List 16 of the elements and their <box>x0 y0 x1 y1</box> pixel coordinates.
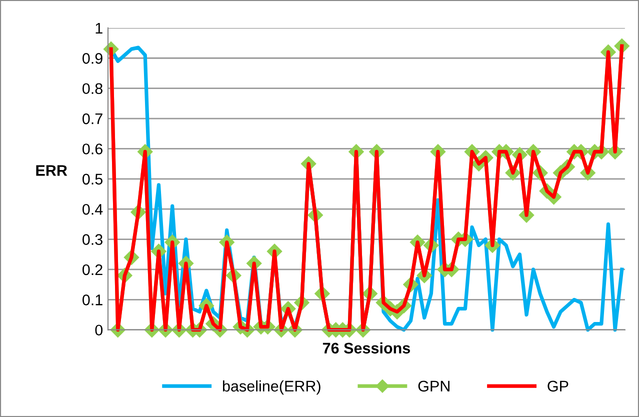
y-tick-label: 0.4 <box>82 204 103 215</box>
legend-label: GPN <box>418 380 450 392</box>
y-tick-label: 0.6 <box>82 144 102 154</box>
y-tick-label: 0.7 <box>82 113 102 124</box>
y-tick-label: 0.9 <box>82 52 102 64</box>
y-tick-label: 0.5 <box>82 174 102 185</box>
legend-label: baseline(ERR) <box>222 380 320 395</box>
y-tick-label: 0.1 <box>82 294 102 306</box>
y-tick-label: 1 <box>96 22 102 34</box>
legend-label: GP <box>548 380 568 392</box>
y-tick-label: 0 <box>95 324 103 336</box>
x-axis-title: 76 Sessions <box>322 342 410 354</box>
y-axis-title: ERR <box>36 165 68 176</box>
y-tick-label: 0.2 <box>82 264 102 276</box>
y-tick-label: 0.8 <box>82 83 102 94</box>
y-tick-label: 0.3 <box>82 234 102 245</box>
